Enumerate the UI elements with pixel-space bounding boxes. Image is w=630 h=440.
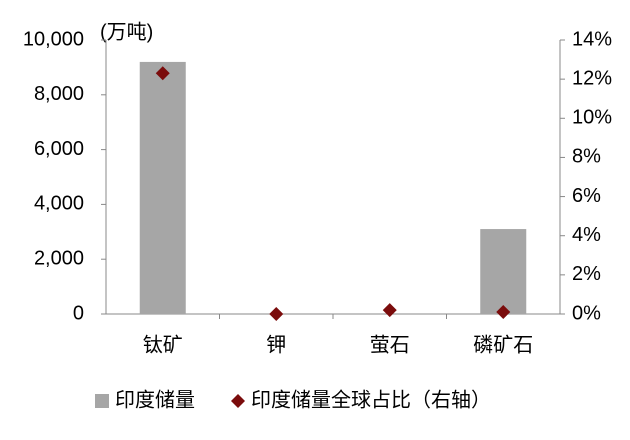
y2-tick-label: 6%: [572, 185, 601, 207]
y-tick-label: 8,000: [34, 83, 84, 105]
x-tick-label: 钾: [266, 333, 286, 356]
legend-label: 印度储量全球占比（右轴）: [251, 388, 491, 411]
diamond-marker: [155, 66, 170, 81]
legend-swatch: [95, 394, 109, 408]
y-tick-label: 4,000: [34, 193, 84, 215]
diamond-marker: [269, 307, 284, 321]
y2-tick-label: 0%: [572, 302, 601, 324]
legend-swatch: [231, 394, 245, 408]
diamond-marker: [496, 305, 511, 320]
y-axis-label: (万吨): [100, 20, 153, 43]
diamond-marker: [382, 303, 397, 318]
y2-tick-label: 2%: [572, 263, 601, 285]
y-tick-label: 10,000: [23, 28, 84, 50]
x-tick-label: 钛矿: [143, 333, 183, 356]
y2-tick-label: 4%: [572, 224, 601, 246]
legend-label: 印度储量: [115, 388, 195, 411]
bar: [480, 229, 527, 314]
y-tick-label: 2,000: [34, 247, 84, 269]
y-tick-label: 6,000: [34, 138, 84, 160]
bar: [139, 61, 186, 314]
y2-tick-label: 10%: [572, 107, 612, 129]
x-tick-label: 萤石: [370, 333, 410, 356]
y2-tick-label: 14%: [572, 28, 612, 50]
x-tick-label: 磷矿石: [473, 333, 533, 356]
y2-tick-label: 12%: [572, 67, 612, 89]
y2-tick-label: 8%: [572, 146, 601, 168]
y-tick-label: 0: [73, 302, 84, 324]
